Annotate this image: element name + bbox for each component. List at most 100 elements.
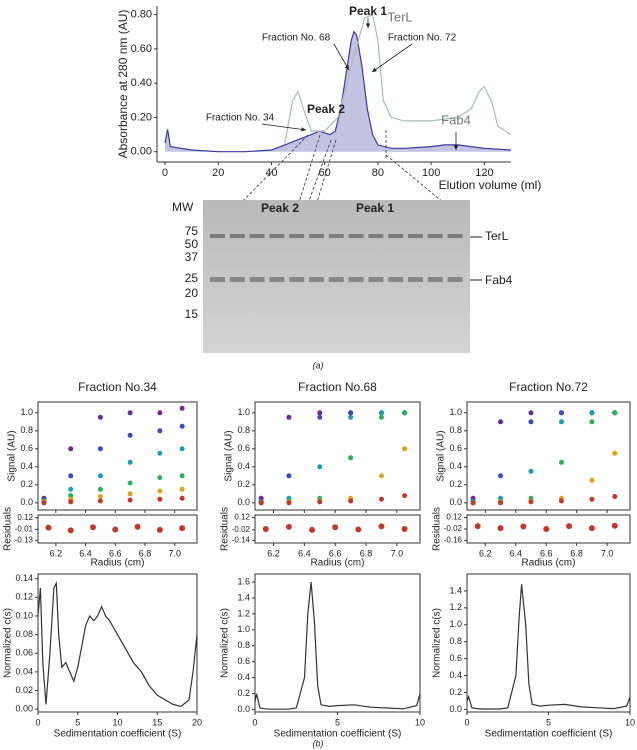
scan-point bbox=[498, 500, 504, 506]
scan-point bbox=[402, 446, 408, 452]
gel-band bbox=[210, 277, 225, 282]
gel-band bbox=[309, 277, 324, 282]
y-tick-label: 1.4 bbox=[237, 592, 250, 602]
gel-band bbox=[388, 234, 404, 238]
gel-band bbox=[249, 277, 265, 282]
arrow-head bbox=[301, 127, 306, 132]
scan-point bbox=[528, 410, 534, 416]
residual-point bbox=[497, 525, 504, 532]
y-tick-label: 1.0 bbox=[449, 619, 462, 629]
arrow-head bbox=[365, 23, 371, 28]
gel-marker-label: 75 bbox=[185, 224, 199, 238]
scan-point bbox=[589, 477, 595, 483]
gel-band bbox=[388, 277, 404, 282]
x-tick-label: 10 bbox=[112, 717, 122, 727]
gel-band bbox=[249, 234, 265, 238]
y-tick-label: 0.4 bbox=[20, 461, 33, 471]
x-tick-label: 0 bbox=[35, 717, 40, 727]
x-tick-label: 6.2 bbox=[267, 548, 280, 558]
trace bbox=[164, 30, 512, 153]
residual-axis-label: Residuals bbox=[220, 507, 231, 551]
x-tick-label: 100 bbox=[422, 167, 440, 179]
y-tick-label: 0.2 bbox=[237, 479, 250, 489]
y-axis-label: Normalized c(s) bbox=[432, 608, 443, 678]
scan-point bbox=[286, 473, 292, 479]
y-tick-label: 0.2 bbox=[449, 479, 462, 489]
y-tick-label: 1.0 bbox=[237, 407, 250, 417]
scan-point bbox=[68, 499, 74, 505]
scan-point bbox=[470, 500, 476, 506]
scan-point bbox=[179, 473, 185, 479]
gel-band bbox=[269, 277, 285, 282]
scan-point bbox=[97, 446, 103, 452]
scan-point bbox=[127, 491, 133, 497]
y-tick-label: 0.0 bbox=[237, 497, 250, 507]
x-tick-label: 6.8 bbox=[139, 548, 152, 558]
x-tick-label: 40 bbox=[265, 167, 277, 179]
y-tick-label: 1.0 bbox=[20, 407, 33, 417]
y-axis-label: Normalized c(s) bbox=[220, 608, 231, 678]
y-tick-label: 0.4 bbox=[449, 670, 462, 680]
gel-band bbox=[427, 234, 443, 238]
gel-marker-label: 25 bbox=[185, 271, 199, 285]
scan-point bbox=[179, 495, 185, 501]
y-tick-label: 0.4 bbox=[237, 672, 250, 682]
x-tick-label: 0 bbox=[252, 717, 257, 727]
scan-point bbox=[179, 405, 185, 411]
annotation: Fraction No. 68 bbox=[262, 33, 331, 44]
residual-point bbox=[474, 523, 481, 530]
y-tick-label: 0.2 bbox=[20, 479, 33, 489]
residual-axis-label: Residuals bbox=[3, 507, 14, 551]
gel-band bbox=[328, 234, 344, 238]
arrow-head bbox=[453, 145, 459, 150]
y-tick-label: 0.8 bbox=[20, 425, 33, 435]
x-tick-label: 5 bbox=[546, 717, 551, 727]
y-tick-label: 0.40 bbox=[131, 77, 152, 89]
x-axis-label: Elution volume (ml) bbox=[439, 178, 542, 192]
scan-point bbox=[157, 496, 163, 502]
scan-point bbox=[97, 414, 103, 420]
y-tick-label: 0.08 bbox=[15, 629, 33, 639]
y-tick-label: -0.14 bbox=[232, 535, 251, 544]
scan-point bbox=[528, 419, 534, 425]
chart-title: Fraction No.68 bbox=[298, 380, 377, 394]
residual-point bbox=[45, 524, 52, 531]
scan-point bbox=[127, 480, 133, 486]
x-tick-label: 10 bbox=[415, 717, 425, 727]
gel-band bbox=[368, 234, 384, 238]
y-tick-label: 0.2 bbox=[449, 687, 462, 697]
y-tick-label: 0.6 bbox=[449, 443, 462, 453]
x-tick-label: 6.2 bbox=[50, 548, 63, 558]
scan-point bbox=[317, 464, 323, 470]
scan-point bbox=[558, 498, 564, 504]
residual-point bbox=[588, 525, 595, 532]
y-tick-label: 1.2 bbox=[449, 602, 462, 612]
gel-marker-label: 15 bbox=[185, 307, 199, 321]
panel-label: (b) bbox=[313, 738, 324, 748]
residual-point bbox=[285, 523, 292, 530]
annotation: TerL bbox=[387, 9, 412, 24]
y-tick-label: 0.8 bbox=[449, 636, 462, 646]
plot-frame bbox=[254, 573, 421, 713]
trace bbox=[284, 13, 512, 144]
scan-point bbox=[286, 500, 292, 506]
y-tick-label: 0.12 bbox=[15, 592, 33, 602]
scan-point bbox=[179, 486, 185, 492]
scan-point bbox=[317, 414, 323, 420]
residual-point bbox=[520, 523, 527, 530]
y-tick-label: 0.8 bbox=[237, 640, 250, 650]
x-tick-label: 0 bbox=[464, 717, 469, 727]
y-tick-label: 0.00 bbox=[131, 146, 152, 158]
y-tick-label: 1.0 bbox=[237, 624, 250, 634]
gel-band bbox=[368, 277, 384, 282]
y-tick-label: 1.6 bbox=[237, 576, 250, 586]
y-tick-label: 0.12 bbox=[17, 513, 33, 522]
scan-point bbox=[558, 459, 564, 465]
gel-mw-label: MW bbox=[172, 200, 194, 214]
x-tick-label: 5 bbox=[335, 717, 340, 727]
y-tick-label: 0.6 bbox=[237, 656, 250, 666]
y-tick-label: 0.04 bbox=[15, 666, 33, 676]
residual-point bbox=[262, 526, 269, 532]
distribution-line bbox=[466, 584, 631, 710]
scan-point bbox=[558, 410, 564, 416]
